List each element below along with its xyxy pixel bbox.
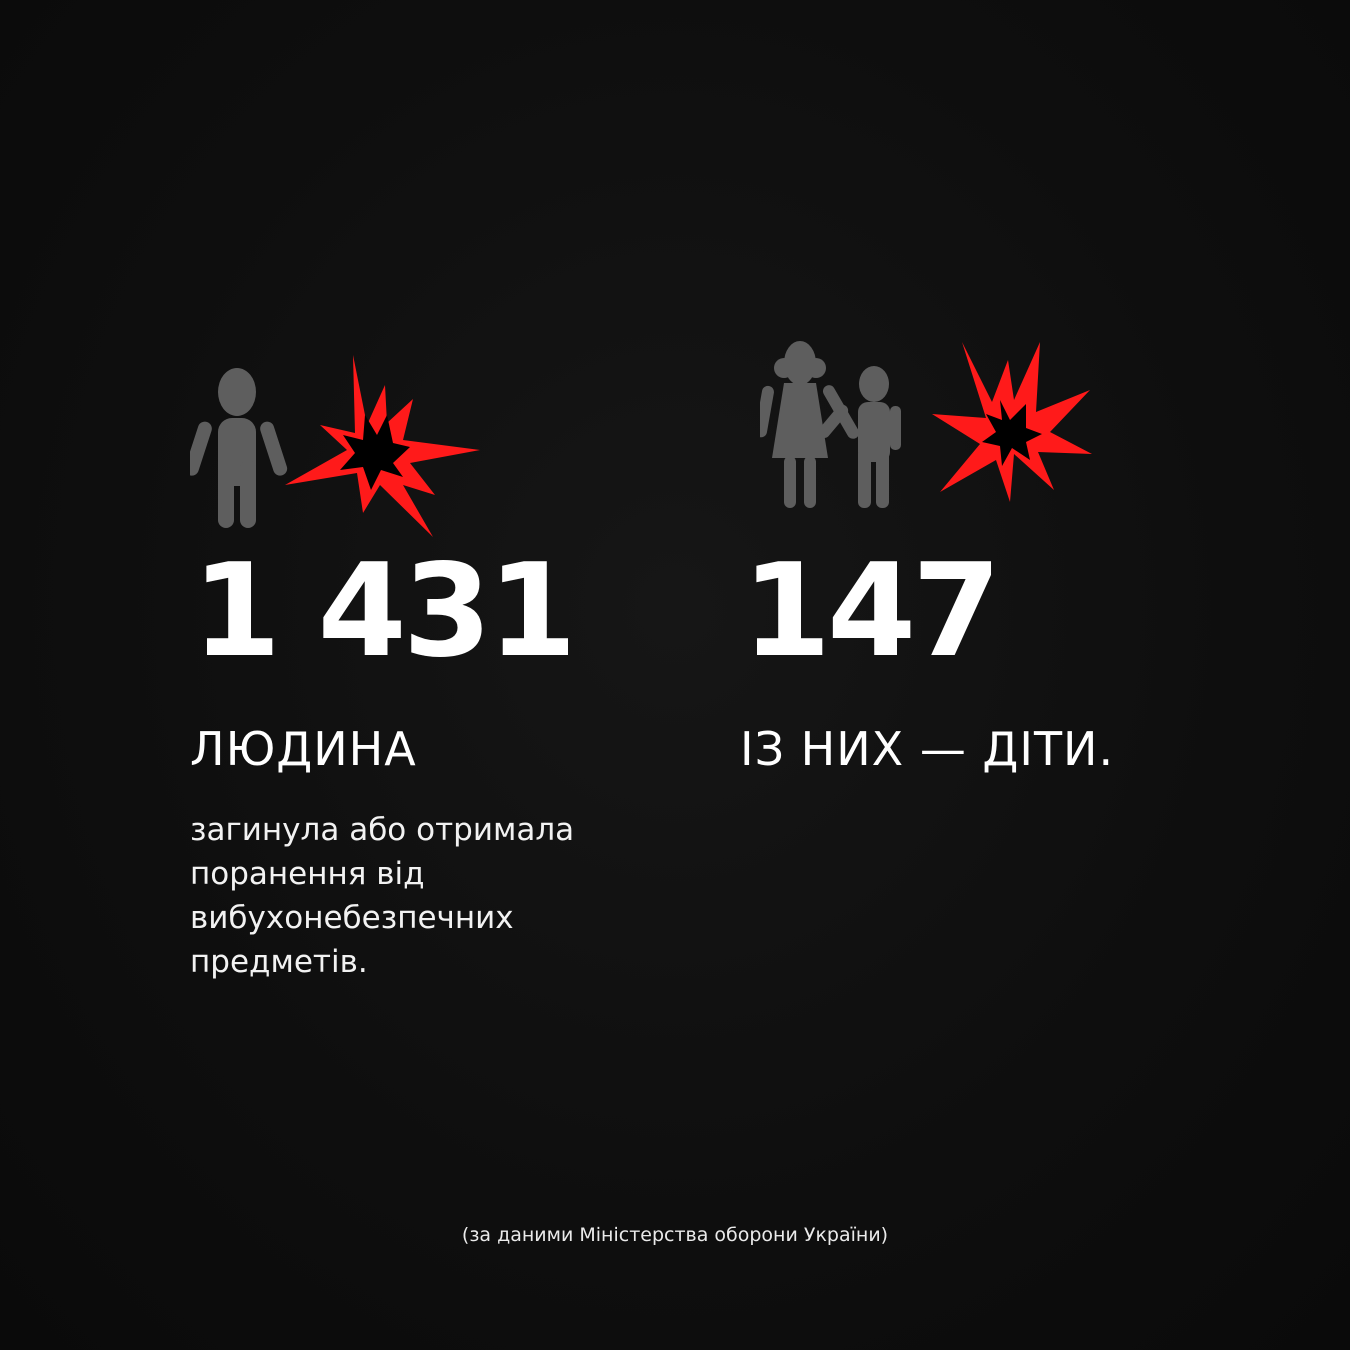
- left-label: ЛЮДИНА: [190, 722, 417, 776]
- description-line: загинула або отримала: [190, 812, 575, 848]
- explosion-icon: [932, 342, 1092, 502]
- description-line: поранення від: [190, 856, 425, 892]
- woman-and-child-icon: [760, 341, 901, 508]
- explosion-icon: [285, 355, 480, 537]
- left-count: 1 431: [192, 537, 577, 686]
- right-label: ІЗ НИХ — ДІТИ.: [740, 722, 1115, 776]
- description-line: предметів.: [190, 944, 368, 980]
- description-line: вибухонебезпечних: [190, 900, 514, 936]
- left-description: загинула або отримала поранення від вибу…: [190, 808, 574, 984]
- right-count: 147: [742, 537, 1001, 686]
- source-note: (за даними Міністерства оборони України): [461, 1224, 889, 1246]
- person-icon: [190, 368, 288, 528]
